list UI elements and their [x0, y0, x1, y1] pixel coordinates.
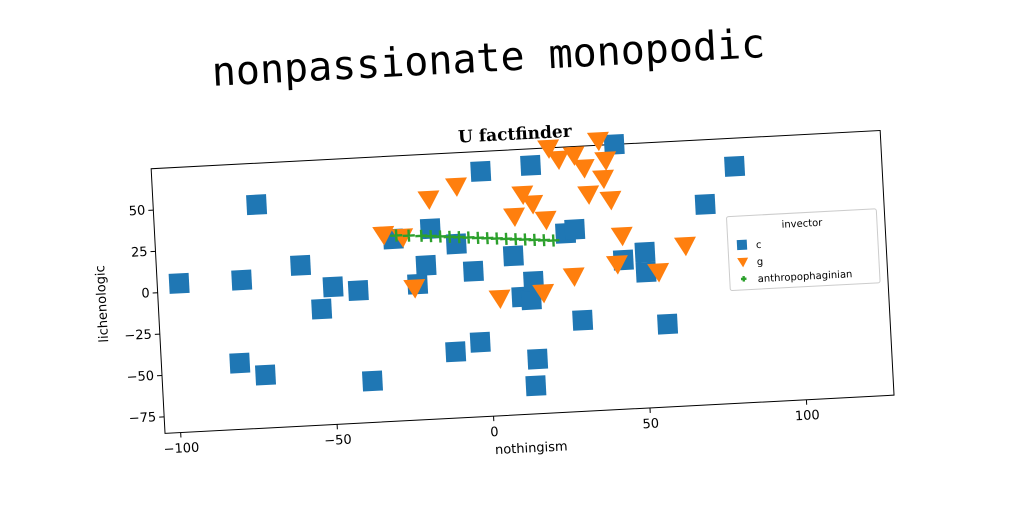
data-point	[462, 260, 484, 282]
data-point	[603, 133, 625, 155]
data-point	[469, 331, 491, 353]
x-tick-label: 0	[490, 425, 499, 440]
data-point	[532, 283, 555, 304]
data-point	[724, 155, 746, 177]
data-point	[311, 298, 333, 320]
y-tick-label: 50	[128, 203, 145, 219]
legend-label: c	[756, 240, 762, 251]
data-point	[537, 139, 560, 159]
legend-item: g	[737, 257, 764, 268]
data-point	[322, 276, 344, 298]
data-point	[488, 289, 511, 310]
x-tick-label: −50	[324, 433, 352, 449]
x-axis-label: nothingism	[495, 439, 568, 458]
data-point	[168, 272, 190, 294]
legend-marker	[740, 276, 747, 282]
data-point	[470, 160, 492, 182]
data-point	[586, 131, 609, 152]
data-point	[419, 218, 441, 240]
data-point	[547, 234, 560, 247]
legend-box	[726, 208, 881, 291]
data-point	[361, 370, 383, 392]
x-axis-ticks: −100 −50 0 50 100	[163, 399, 820, 457]
data-point	[229, 352, 251, 374]
data-point	[511, 185, 534, 206]
data-point	[445, 341, 467, 363]
data-point	[390, 229, 403, 242]
data-point	[547, 150, 570, 170]
y-axis-ticks: −75 −50 −25 0 25 50	[124, 203, 165, 427]
y-tick-label: 25	[131, 245, 148, 261]
data-point	[657, 313, 679, 335]
data-point	[527, 348, 549, 370]
y-tick-label: 0	[141, 286, 150, 301]
series-anthropophaginian	[390, 229, 560, 247]
data-point	[610, 226, 633, 247]
data-point	[503, 207, 525, 228]
x-tick-label: 100	[794, 408, 820, 424]
legend-marker	[736, 239, 748, 251]
x-tick-label: −100	[163, 441, 199, 458]
legend-marker	[737, 257, 749, 268]
series-c	[168, 133, 860, 397]
legend-label: g	[757, 257, 764, 268]
data-point	[572, 309, 594, 331]
data-point	[415, 254, 437, 276]
data-point	[254, 364, 277, 386]
legend-item: anthropophaginian	[740, 269, 853, 285]
y-tick-label: −50	[126, 369, 154, 385]
data-point	[520, 289, 542, 311]
data-point	[572, 159, 595, 179]
data-point	[403, 279, 426, 299]
data-point	[605, 255, 628, 275]
legend-item: c	[736, 239, 762, 251]
data-point	[599, 190, 622, 211]
legend-title: invector	[781, 218, 823, 231]
legend-label: anthropophaginian	[758, 269, 853, 285]
data-point	[417, 190, 440, 210]
y-tick-label: −25	[124, 328, 152, 344]
data-point	[694, 193, 716, 215]
data-point	[246, 194, 268, 216]
data-point	[502, 245, 524, 267]
x-tick-label: 50	[642, 416, 659, 432]
data-point	[445, 233, 467, 255]
y-tick-label: −75	[128, 410, 156, 426]
data-point	[372, 225, 395, 246]
y-axis-label: lichenologic	[93, 265, 112, 343]
data-point	[673, 236, 696, 257]
data-point	[444, 177, 467, 197]
data-point	[594, 151, 617, 171]
data-point	[290, 254, 312, 276]
data-point	[525, 375, 547, 397]
data-point	[592, 169, 614, 190]
data-point	[347, 280, 369, 302]
data-marks	[168, 131, 860, 397]
data-point	[562, 267, 585, 287]
data-point	[534, 210, 557, 231]
data-point	[521, 194, 544, 215]
data-point	[562, 146, 585, 166]
data-point	[402, 229, 415, 242]
data-point	[231, 269, 253, 291]
data-point	[647, 262, 670, 283]
data-point	[577, 185, 600, 205]
series-g	[372, 131, 696, 310]
data-point	[564, 218, 586, 240]
data-point	[520, 154, 542, 176]
data-point	[634, 241, 656, 263]
